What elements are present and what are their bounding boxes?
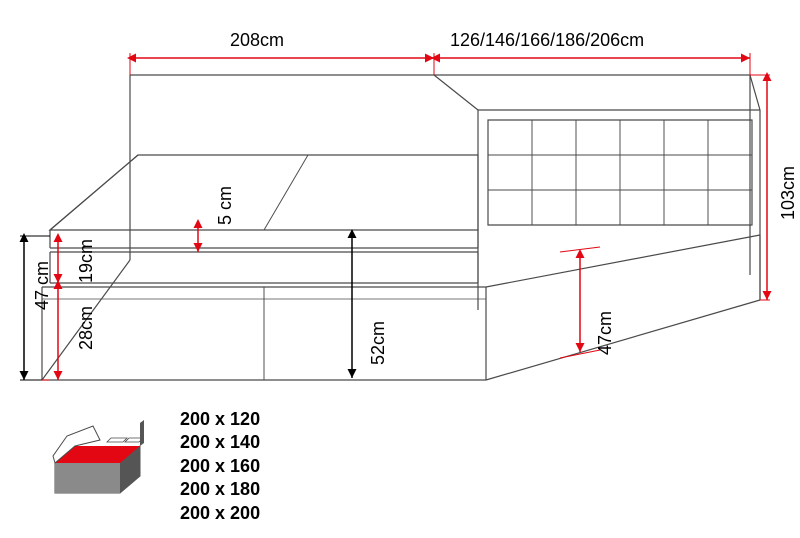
size-row: 200 x 140	[180, 431, 260, 454]
dim-mid: 52cm	[368, 321, 389, 365]
size-row: 200 x 200	[180, 502, 260, 525]
dim-length: 208cm	[230, 30, 284, 51]
dim-left-lower: 28cm	[76, 306, 97, 350]
size-icon	[45, 408, 160, 498]
size-list: 200 x 120 200 x 140 200 x 160 200 x 180 …	[180, 408, 260, 525]
dim-topper: 5 cm	[215, 186, 236, 225]
size-row: 200 x 160	[180, 455, 260, 478]
dim-width: 126/146/166/186/206cm	[450, 30, 644, 51]
dim-height: 103cm	[778, 166, 799, 220]
dim-left-upper: 19cm	[76, 239, 97, 283]
dim-left-total: 47 cm	[32, 261, 53, 310]
dim-base-right: 47cm	[595, 311, 616, 355]
size-row: 200 x 120	[180, 408, 260, 431]
size-row: 200 x 180	[180, 478, 260, 501]
